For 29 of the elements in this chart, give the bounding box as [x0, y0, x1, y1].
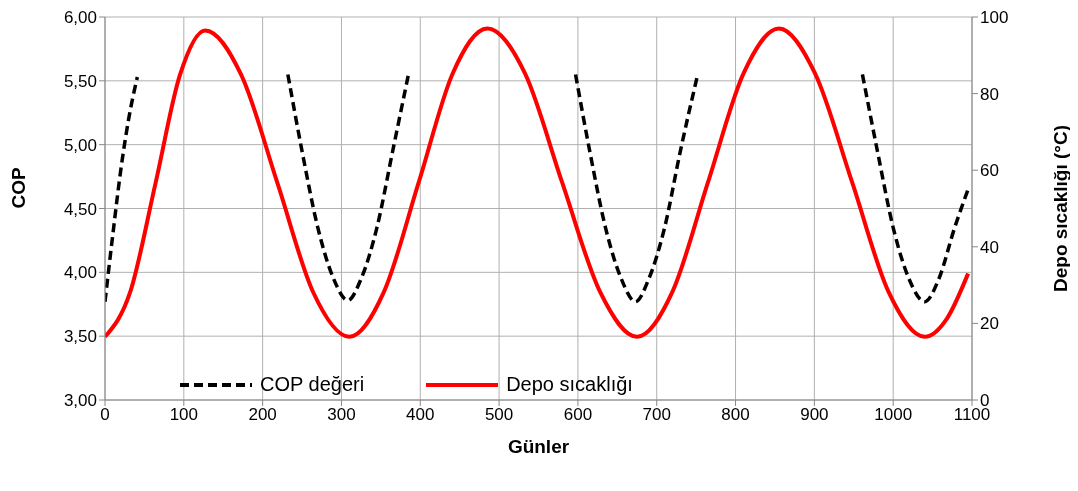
- x-tick-label: 100: [169, 405, 199, 425]
- y2-tick-label: 20: [980, 314, 999, 334]
- legend-label: COP değeri: [260, 373, 365, 396]
- y-tick-label: 5,00: [63, 135, 97, 155]
- y-tick-label: 4,00: [63, 263, 97, 283]
- y2-tick-label: 100: [980, 8, 1009, 28]
- x-tick-label: 400: [406, 405, 435, 425]
- y-tick-label: 3,00: [63, 391, 97, 411]
- y2-tick-label: 80: [980, 84, 999, 104]
- line-series: [105, 26, 971, 339]
- y-tick-label: 6,00: [63, 8, 97, 28]
- x-tick-label: 300: [327, 405, 356, 425]
- y2-axis-title: Depo sıcaklığı (°C): [1049, 124, 1071, 293]
- y-tick-label: 4,50: [63, 199, 97, 219]
- legend-label: Depo sıcaklığı: [506, 373, 633, 396]
- x-tick-label: 700: [642, 405, 671, 425]
- y-tick-label: 5,50: [63, 71, 97, 91]
- x-tick-label: 200: [248, 405, 277, 425]
- y2-tick-label: 60: [980, 161, 999, 181]
- y-tick-label: 3,50: [63, 327, 97, 347]
- x-tick-label: 0: [100, 405, 110, 425]
- y2-tick-label: 40: [980, 237, 999, 257]
- x-tick-label: 800: [721, 405, 750, 425]
- x-tick-label: 1000: [874, 405, 913, 425]
- x-tick-label: 600: [563, 405, 593, 425]
- x-axis-title: Günler: [507, 436, 570, 457]
- x-tick-label: 900: [800, 405, 829, 425]
- y-axis-title: COP: [7, 167, 29, 209]
- x-tick-label: 500: [484, 405, 514, 425]
